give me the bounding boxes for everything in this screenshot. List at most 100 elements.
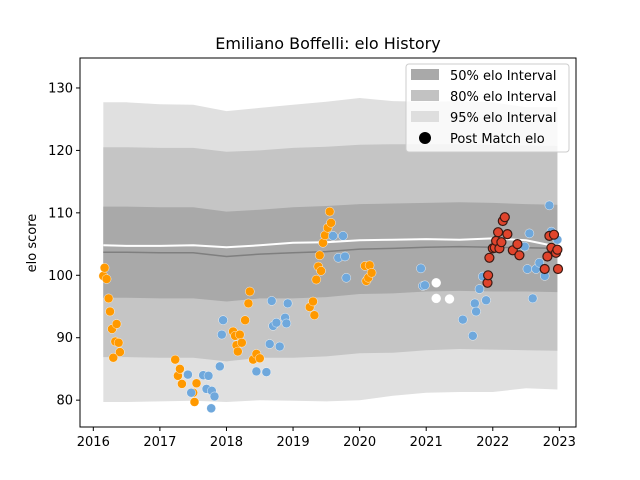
data-point-orange-14 [177, 379, 187, 389]
legend-label-post-match: Post Match elo [450, 132, 545, 147]
x-tick-label-2022: 2022 [476, 435, 509, 450]
y-axis: 80 90 100 110 120 130 [48, 81, 80, 409]
data-point-orange-4 [105, 306, 115, 317]
y-tick-label-110: 110 [48, 206, 73, 221]
legend-box [405, 63, 570, 153]
legend-swatch-95 [411, 111, 439, 122]
data-point-mean-0 [431, 278, 441, 288]
data-point-blue-38 [524, 228, 535, 239]
data-point-red-19 [548, 229, 560, 240]
data-point-orange-9 [113, 338, 124, 348]
data-point-red-21 [552, 263, 564, 275]
data-point-orange-1 [99, 263, 110, 273]
data-point-orange-24 [240, 315, 250, 325]
data-point-red-8 [496, 237, 507, 248]
data-point-orange-16 [189, 397, 200, 407]
data-point-blue-32 [471, 306, 481, 317]
x-tick-label-2019: 2019 [277, 435, 310, 450]
data-point-orange-6 [108, 353, 119, 363]
data-point-red-1 [483, 270, 494, 281]
data-point-orange-33 [311, 274, 321, 285]
data-point-red-13 [512, 239, 523, 250]
data-point-blue-11 [251, 366, 262, 377]
median-line [103, 245, 558, 258]
legend-marker-post-match [419, 132, 431, 144]
y-tick-label-80: 80 [56, 394, 73, 409]
data-point-orange-17 [191, 378, 202, 388]
data-point-blue-26 [416, 263, 426, 274]
y-tick-label-130: 130 [48, 81, 73, 96]
data-point-blue-7 [206, 403, 216, 413]
data-point-red-2 [484, 252, 495, 263]
x-axis: 2016 2017 2018 2019 2020 2021 2022 2023 [77, 427, 576, 450]
data-point-orange-32 [309, 310, 320, 320]
data-point-blue-21 [328, 231, 338, 241]
data-point-orange-35 [316, 266, 326, 276]
x-tick-label-2018: 2018 [210, 435, 243, 450]
y-tick-label-90: 90 [56, 331, 73, 346]
plot-area [98, 98, 564, 413]
data-point-blue-30 [468, 331, 478, 341]
data-point-mean-1 [431, 293, 441, 304]
data-point-orange-29 [255, 353, 265, 363]
x-tick-label-2016: 2016 [77, 435, 110, 450]
data-point-blue-8 [215, 361, 225, 372]
data-point-orange-31 [308, 296, 318, 307]
data-point-blue-20 [283, 298, 293, 309]
data-point-blue-28 [420, 280, 430, 290]
data-point-orange-13 [175, 364, 185, 374]
data-point-blue-31 [470, 298, 480, 309]
data-point-red-14 [514, 250, 525, 261]
y-tick-label-100: 100 [48, 269, 73, 284]
data-point-blue-13 [265, 339, 275, 349]
data-point-orange-46 [366, 268, 377, 278]
data-point-blue-37 [522, 264, 533, 274]
y-axis-label: elo score [25, 214, 40, 273]
data-point-red-6 [493, 227, 504, 238]
data-point-orange-26 [245, 286, 255, 297]
data-point-blue-35 [481, 295, 491, 305]
legend-label-50: 50% elo Interval [450, 69, 557, 84]
data-point-orange-22 [235, 329, 245, 340]
data-point-orange-11 [170, 354, 180, 365]
data-point-blue-0 [183, 369, 193, 380]
data-point-blue-14 [267, 296, 277, 306]
x-tick-label-2021: 2021 [410, 435, 443, 450]
data-point-blue-6 [209, 391, 220, 402]
data-point-blue-23 [338, 231, 348, 241]
legend-label-95: 95% elo Interval [450, 111, 557, 126]
legend-swatch-80 [411, 90, 439, 101]
chart-title: Emiliano Boffelli: elo History [215, 34, 440, 53]
data-point-orange-21 [233, 346, 243, 357]
x-tick-label-2020: 2020 [343, 435, 376, 450]
data-point-blue-17 [275, 341, 285, 352]
x-tick-label-2023: 2023 [543, 435, 576, 450]
data-point-blue-39 [528, 293, 538, 304]
legend-swatch-50 [411, 69, 439, 80]
y-tick-label-120: 120 [48, 144, 73, 159]
data-point-blue-33 [474, 284, 485, 294]
data-point-red-15 [539, 263, 550, 275]
data-point-red-16 [542, 251, 553, 262]
data-point-orange-36 [315, 250, 325, 261]
data-point-blue-9 [217, 329, 227, 340]
data-point-orange-10 [115, 347, 125, 357]
data-point-blue-43 [544, 200, 555, 211]
data-point-blue-4 [203, 371, 214, 381]
data-point-blue-24 [340, 251, 350, 262]
legend-label-80: 80% elo Interval [450, 90, 557, 105]
data-point-blue-25 [341, 273, 351, 283]
legend: 50% elo Interval 80% elo Interval 95% el… [405, 63, 570, 153]
data-point-orange-25 [243, 298, 254, 309]
data-point-orange-2 [101, 274, 112, 284]
data-point-orange-8 [111, 319, 122, 329]
x-tick-label-2017: 2017 [143, 435, 176, 450]
data-point-blue-16 [271, 318, 282, 328]
axes-frame [79, 57, 577, 428]
data-point-red-11 [502, 229, 513, 240]
data-point-orange-3 [103, 293, 114, 304]
data-point-red-10 [499, 212, 510, 223]
data-point-orange-23 [237, 338, 247, 348]
data-point-orange-40 [325, 206, 335, 217]
